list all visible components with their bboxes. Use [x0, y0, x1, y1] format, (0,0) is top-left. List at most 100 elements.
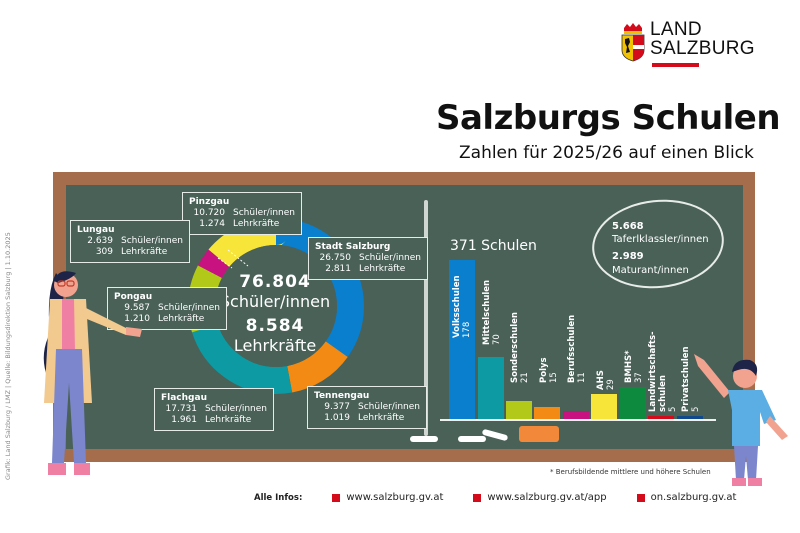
teachers-count: 1.210: [124, 314, 150, 324]
region-name: Lungau: [77, 225, 115, 235]
link-text[interactable]: on.salzburg.gv.at: [650, 492, 737, 503]
red-square-bullet-icon: [473, 493, 482, 502]
student-illustration: [694, 354, 788, 486]
students-count: 26.750: [319, 253, 352, 263]
chalk-piece-icon: [410, 436, 438, 442]
label-name: Polys: [539, 357, 549, 383]
teachers-count: 309: [95, 247, 113, 257]
link-text[interactable]: www.salzburg.gv.at: [346, 492, 444, 503]
graduates-count: 2.989: [612, 251, 644, 262]
students-label: Schüler/innen: [359, 253, 421, 263]
label-name: AHS: [596, 370, 606, 390]
teachers-count: 2.811: [325, 264, 351, 274]
region-name: Tennengau: [314, 391, 370, 401]
region-box-lungau: Lungau 2.639 Schüler/innen 309 Lehrkräfte: [70, 220, 190, 263]
label-name: Sonderschulen: [510, 312, 520, 383]
label-value: 15: [549, 372, 559, 383]
label-name-2: schulen: [658, 375, 668, 412]
segment-flachgau: [188, 218, 364, 394]
label-name: Landwirtschafts-: [648, 331, 658, 412]
students-label: Schüler/innen: [205, 404, 267, 414]
students-count: 10.720: [193, 208, 226, 218]
logo-text: LAND SALZBURG: [650, 20, 755, 58]
logo-line2: SALZBURG: [650, 38, 755, 59]
region-box-pinzgau: Pinzgau 10.720 Schüler/innen 1.274 Lehrkrä…: [182, 192, 302, 235]
total-teachers: 8.584: [245, 316, 305, 336]
teachers-label: Lehrkräfte: [233, 219, 280, 229]
bar-bmhs: [620, 387, 646, 420]
region-box-stadt-salzburg: Stadt Salzburg 26.750 Schüler/innen 2.811…: [308, 237, 428, 280]
teacher-illustration: [43, 271, 142, 475]
bar-ahs: [591, 394, 617, 420]
red-square-bullet-icon: [332, 493, 341, 502]
link-on-salzburg[interactable]: on.salzburg.gv.at: [636, 492, 737, 503]
label-value: 21: [520, 372, 530, 383]
region-name: Pinzgau: [189, 197, 230, 207]
teachers-label: Lehrkräfte: [158, 314, 205, 324]
footnote: * Berufsbildende mittlere und höhere Sch…: [550, 468, 711, 476]
bar-label-ahs: AHS 29: [596, 370, 616, 390]
label-value: 5: [668, 406, 678, 412]
bar-label-mittelschulen: Mittelschulen 70: [482, 280, 502, 345]
red-square-bullet-icon: [636, 493, 645, 502]
coat-of-arms-icon: [621, 23, 645, 62]
label-value: 11: [577, 372, 587, 383]
page-title: Salzburgs Schulen: [436, 98, 781, 138]
logo-line1: LAND: [650, 19, 702, 40]
bar-label-volksschulen: Volksschulen 178: [452, 275, 472, 338]
bar-polys: [534, 407, 560, 420]
first-graders-label: Taferlklassler/innen: [612, 234, 709, 245]
teachers-count: 1.019: [324, 413, 350, 423]
teachers-label: Lehrkräfte: [205, 415, 252, 425]
bar-label-polys: Polys 15: [539, 357, 559, 383]
footer-links: Alle Infos: www.salzburg.gv.at www.salzb…: [254, 492, 774, 503]
students-count: 9.587: [124, 303, 150, 313]
school-type-bar-chart: [447, 250, 717, 420]
footer-label: Alle Infos:: [254, 492, 303, 503]
donut-center-totals: 76.804 Schüler/innen 8.584 Lehrkräfte: [214, 272, 336, 356]
bar-berufsschulen: [563, 411, 589, 420]
label-name: Berufsschulen: [567, 314, 577, 383]
source-credit: Grafik: Land Salzburg / LMZ | Quelle: Bi…: [4, 232, 12, 480]
land-salzburg-logo: LAND SALZBURG: [621, 20, 771, 70]
label-value: 29: [606, 379, 616, 390]
region-box-tennengau: Tennengau 9.377 Schüler/innen 1.019 Lehrkr…: [307, 386, 427, 429]
teachers-label: Lehrkräfte: [359, 264, 406, 274]
link-salzburg-website[interactable]: www.salzburg.gv.at: [332, 492, 443, 503]
label-name: Volksschulen: [452, 275, 462, 338]
bar-label-bmhs: BMHS* 37: [624, 350, 644, 383]
region-name: Flachgau: [161, 393, 207, 403]
region-box-flachgau: Flachgau 17.731 Schüler/innen 1.961 Lehrkr…: [154, 388, 274, 431]
first-graders-count: 5.668: [612, 221, 644, 232]
bar-chart-title: 371 Schulen: [450, 238, 537, 254]
students-label: Schüler/innen: [121, 236, 183, 246]
bar-mittelschulen: [478, 357, 504, 420]
teachers-count: 1.961: [171, 415, 197, 425]
students-count: 9.377: [324, 402, 350, 412]
label-value: 70: [492, 334, 502, 345]
graduates-label: Maturant/innen: [612, 265, 689, 276]
bar-volksschulen: [449, 260, 475, 420]
total-teachers-label: Lehrkräfte: [233, 336, 317, 355]
bar-label-landwirtschaftsschulen: Landwirtschafts-schulen 5: [648, 331, 678, 412]
teachers-count: 1.274: [199, 219, 225, 229]
logo-underline: [652, 63, 699, 67]
link-salzburg-app[interactable]: www.salzburg.gv.at/app: [473, 492, 607, 503]
link-text[interactable]: www.salzburg.gv.at/app: [487, 492, 607, 503]
chalk-divider-line: [424, 200, 428, 436]
region-name: Pongau: [114, 292, 153, 302]
bar-chart-baseline: [440, 419, 716, 421]
students-count: 17.731: [165, 404, 198, 414]
label-value: 178: [462, 321, 472, 338]
teachers-label: Lehrkräfte: [358, 413, 405, 423]
teachers-label: Lehrkräfte: [121, 247, 168, 257]
region-box-pongau: Pongau 9.587 Schüler/innen 1.210 Lehrkräft…: [107, 287, 227, 330]
students-label: Schüler/innen: [358, 402, 420, 412]
chalk-piece-icon: [458, 436, 486, 442]
bar-label-sonderschulen: Sonderschulen 21: [510, 312, 530, 383]
label-name: BMHS*: [624, 350, 634, 383]
label-name: Mittelschulen: [482, 279, 492, 345]
sponge-icon: [519, 426, 559, 442]
page-subtitle: Zahlen für 2025/26 auf einen Blick: [459, 143, 754, 163]
bar-landwirtschaftsschulen: [648, 416, 674, 420]
